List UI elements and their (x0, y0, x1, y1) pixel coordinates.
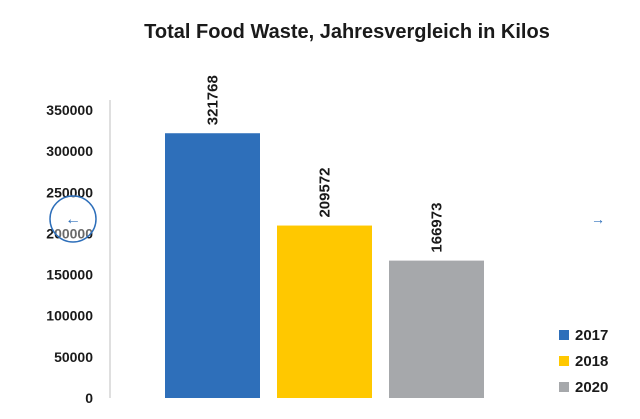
y-tick-label: 200000 (46, 225, 93, 241)
y-axis: 0 50000 100000 150000 200000 250000 300000 3500… (46, 102, 93, 406)
y-tick-label: 150000 (46, 267, 93, 283)
bar-2020 (389, 260, 484, 398)
data-label-2017: 321768 (205, 75, 222, 125)
bar-series (165, 133, 484, 398)
legend: 2017 2018 2020 (559, 327, 608, 396)
arrow-right-icon: → (591, 211, 605, 227)
y-tick-label: 350000 (46, 102, 93, 118)
legend-swatch-2017 (559, 330, 569, 340)
bar-2018 (277, 225, 372, 398)
data-labels: 321768 209572 166973 (205, 75, 446, 252)
legend-swatch-2020 (559, 382, 569, 392)
data-label-2018: 209572 (317, 167, 334, 217)
y-tick-label: 50000 (54, 349, 93, 365)
legend-label-2018: 2018 (575, 353, 608, 370)
next-slide-button[interactable]: → (591, 211, 605, 227)
chart-title: Total Food Waste, Jahresvergleich in Kil… (144, 21, 550, 43)
y-tick-label: 250000 (46, 184, 93, 200)
y-tick-label: 300000 (46, 143, 93, 159)
y-tick-label: 100000 (46, 308, 93, 324)
previous-slide-button[interactable]: ← (49, 195, 97, 243)
legend-label-2020: 2020 (575, 379, 608, 396)
previous-button-ring (49, 195, 97, 243)
legend-swatch-2018 (559, 356, 569, 366)
arrow-left-icon: ← (65, 211, 81, 228)
bar-2017 (165, 133, 260, 398)
legend-label-2017: 2017 (575, 327, 608, 344)
y-tick-label: 0 (85, 390, 93, 406)
data-label-2020: 166973 (429, 203, 446, 253)
